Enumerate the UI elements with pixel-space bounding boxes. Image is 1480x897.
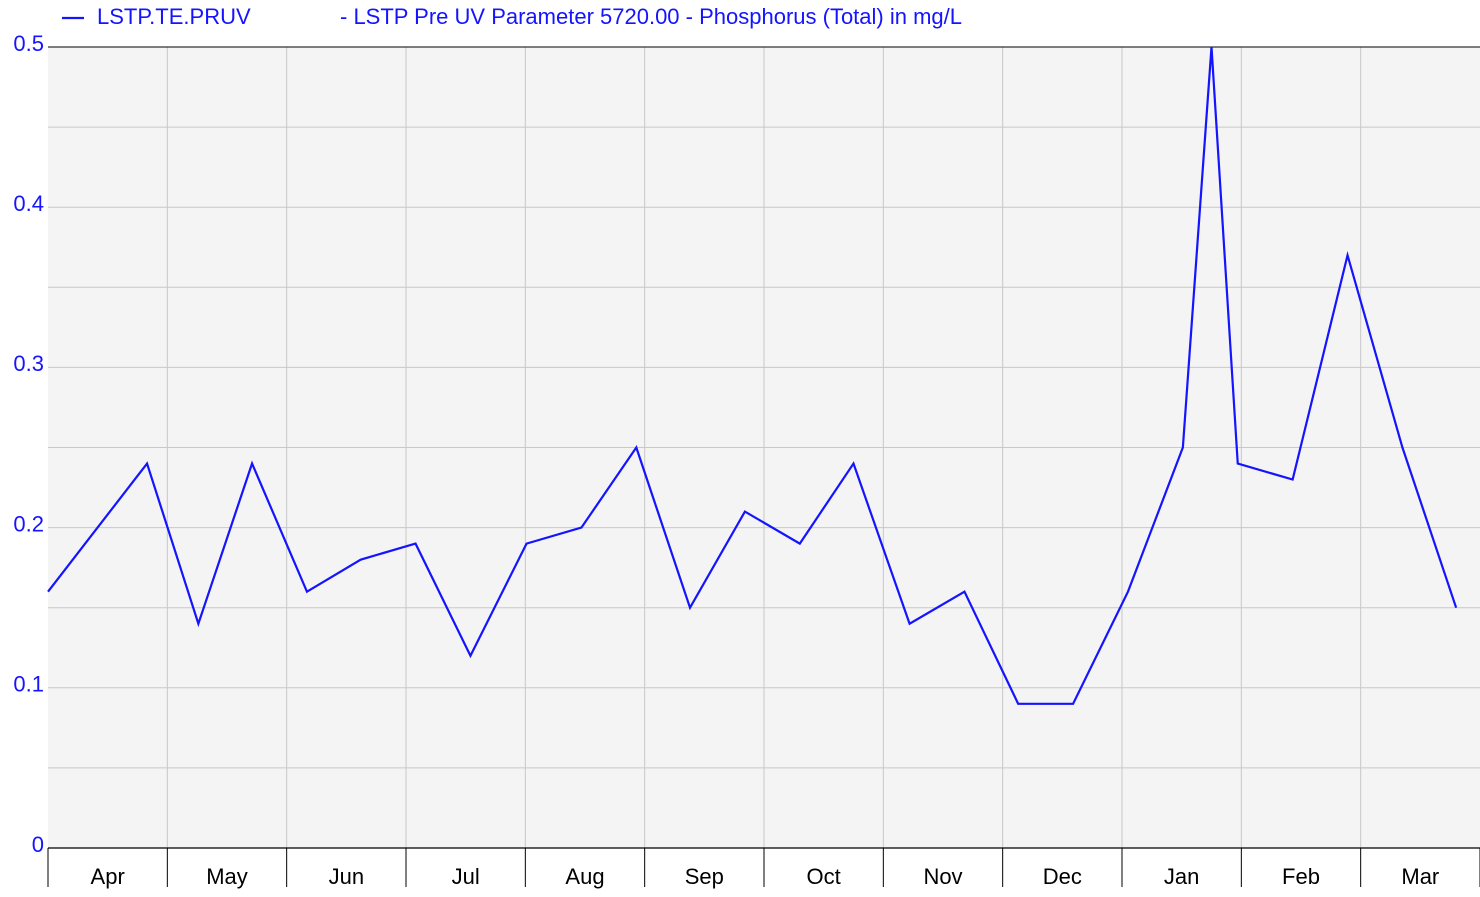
- x-tick-label: Sep: [685, 864, 724, 889]
- x-tick-label: Nov: [923, 864, 962, 889]
- legend-description: - LSTP Pre UV Parameter 5720.00 - Phosph…: [340, 4, 962, 29]
- x-tick-label: Jun: [329, 864, 364, 889]
- x-tick-label: Apr: [91, 864, 125, 889]
- x-tick-label: Feb: [1282, 864, 1320, 889]
- x-tick-label: Oct: [807, 864, 841, 889]
- x-tick-label: Mar: [1401, 864, 1439, 889]
- y-tick-label: 0.1: [13, 672, 44, 697]
- y-tick-label: 0.2: [13, 511, 44, 536]
- x-tick-label: May: [206, 864, 248, 889]
- x-tick-label: Jan: [1164, 864, 1199, 889]
- legend-label: LSTP.TE.PRUV: [97, 4, 251, 29]
- x-tick-label: Dec: [1043, 864, 1082, 889]
- x-tick-label: Aug: [565, 864, 604, 889]
- y-tick-label: 0.5: [13, 31, 44, 56]
- y-tick-label: 0: [32, 832, 44, 857]
- data-line: [47, 46, 1458, 705]
- y-tick-label: 0.4: [13, 191, 44, 216]
- y-tick-label: 0.3: [13, 351, 44, 376]
- x-tick-label: Jul: [452, 864, 480, 889]
